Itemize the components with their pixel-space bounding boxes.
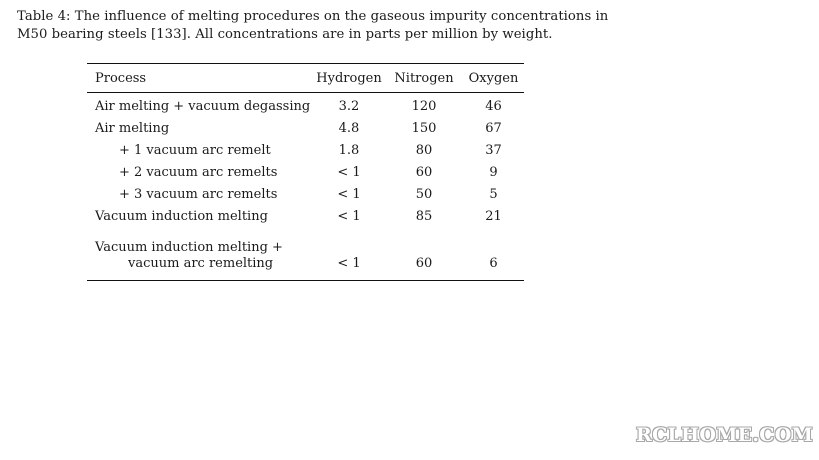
cell-process: + 3 vacuum arc remelts	[119, 186, 278, 202]
table-row: vacuum arc remelting < 1 60 6	[87, 255, 524, 281]
table-row: Vacuum induction melting < 1 85 21	[87, 205, 524, 227]
table-row: + 1 vacuum arc remelt 1.8 80 37	[87, 139, 524, 161]
cell-hydrogen: 3.2	[338, 98, 360, 114]
cell-oxygen: 21	[485, 208, 502, 224]
cell-hydrogen: < 1	[337, 164, 361, 180]
cell-hydrogen: < 1	[337, 208, 361, 224]
impurity-table-container: Process Hydrogen Nitrogen Oxygen Air mel…	[87, 63, 524, 281]
cell-hydrogen	[313, 227, 385, 255]
caption-line-2: M50 bearing steels [133]. All concentrat…	[17, 27, 553, 42]
table-row: Vacuum induction melting +	[87, 227, 524, 255]
cell-process: Air melting	[95, 120, 170, 136]
cell-nitrogen: 120	[411, 98, 437, 114]
cell-oxygen: 67	[485, 120, 502, 136]
caption-line-1: Table 4: The influence of melting proced…	[17, 9, 609, 24]
impurity-table: Process Hydrogen Nitrogen Oxygen Air mel…	[87, 63, 524, 281]
table-caption: Table 4: The influence of melting proced…	[17, 8, 609, 44]
cell-process: + 2 vacuum arc remelts	[119, 164, 278, 180]
cell-oxygen	[463, 227, 524, 255]
cell-hydrogen: < 1	[337, 186, 361, 202]
table-row: + 2 vacuum arc remelts < 1 60 9	[87, 161, 524, 183]
table-row: Air melting 4.8 150 67	[87, 117, 524, 139]
cell-process: Vacuum induction melting	[95, 208, 268, 224]
header-oxygen: Oxygen	[468, 70, 519, 86]
cell-nitrogen: 60	[415, 256, 433, 271]
cell-nitrogen: 85	[415, 208, 433, 224]
header-process: Process	[95, 70, 147, 86]
table-row: Air melting + vacuum degassing 3.2 120 4…	[87, 93, 524, 118]
cell-hydrogen: < 1	[337, 256, 361, 271]
cell-oxygen: 37	[485, 142, 502, 158]
table-header-row: Process Hydrogen Nitrogen Oxygen	[87, 63, 524, 93]
cell-nitrogen: 80	[415, 142, 433, 158]
header-hydrogen: Hydrogen	[316, 70, 382, 86]
cell-process: vacuum arc remelting	[128, 256, 274, 271]
cell-oxygen: 9	[489, 164, 498, 180]
cell-process: Vacuum induction melting +	[95, 240, 283, 255]
cell-oxygen: 5	[489, 186, 498, 202]
cell-hydrogen: 1.8	[338, 142, 360, 158]
cell-nitrogen: 150	[411, 120, 437, 136]
cell-oxygen: 6	[489, 256, 498, 271]
cell-process: + 1 vacuum arc remelt	[119, 142, 271, 158]
table-row: + 3 vacuum arc remelts < 1 50 5	[87, 183, 524, 205]
header-nitrogen: Nitrogen	[394, 70, 454, 86]
cell-process: Air melting + vacuum degassing	[95, 98, 311, 114]
watermark: RCLHOME.COM	[636, 424, 813, 446]
cell-hydrogen: 4.8	[338, 120, 360, 136]
cell-oxygen: 46	[485, 98, 502, 114]
cell-nitrogen: 60	[415, 164, 433, 180]
cell-nitrogen	[385, 227, 463, 255]
cell-nitrogen: 50	[415, 186, 433, 202]
